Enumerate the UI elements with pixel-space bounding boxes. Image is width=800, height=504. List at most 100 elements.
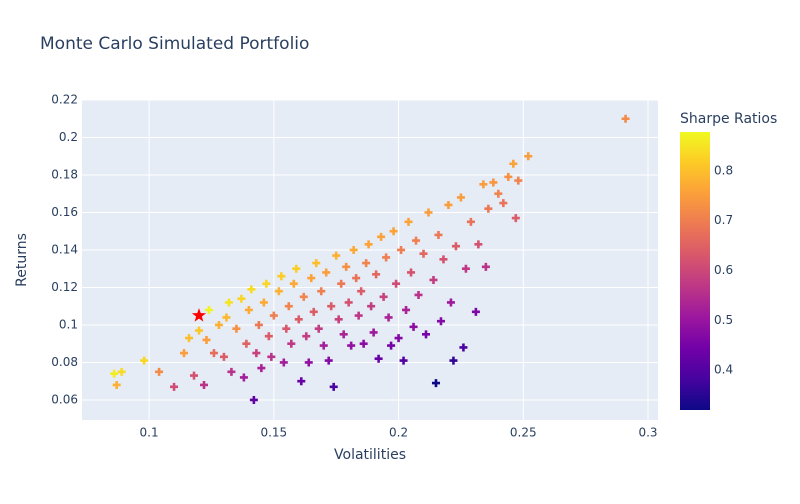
- point: [377, 232, 386, 241]
- point: [511, 214, 520, 223]
- y-tick-label: 0.16: [51, 205, 78, 219]
- point: [232, 324, 241, 333]
- point: [471, 307, 480, 316]
- point: [317, 287, 326, 296]
- x-axis-label: Volatilities: [334, 447, 406, 463]
- point: [352, 274, 361, 283]
- point: [190, 371, 199, 380]
- point: [314, 324, 323, 333]
- point: [289, 279, 298, 288]
- x-tick-label: 0.1: [140, 426, 159, 440]
- point: [397, 245, 406, 254]
- point: [446, 298, 455, 307]
- point: [434, 230, 443, 239]
- point: [451, 242, 460, 251]
- point: [224, 298, 233, 307]
- point: [204, 305, 213, 314]
- point: [431, 379, 440, 388]
- point: [185, 334, 194, 343]
- point: [332, 251, 341, 260]
- point: [402, 305, 411, 314]
- point: [339, 330, 348, 339]
- point: [302, 332, 311, 341]
- point: [379, 292, 388, 301]
- point: [422, 330, 431, 339]
- point: [407, 268, 416, 277]
- point: [484, 204, 493, 213]
- point: [334, 315, 343, 324]
- point: [242, 339, 251, 348]
- point: [297, 377, 306, 386]
- point: [237, 294, 246, 303]
- point: [259, 298, 268, 307]
- point: [219, 352, 228, 361]
- plot-area: [82, 100, 658, 420]
- point: [494, 189, 503, 198]
- point: [414, 290, 423, 299]
- point: [349, 245, 358, 254]
- point: [374, 354, 383, 363]
- point: [466, 217, 475, 226]
- y-tick-label: 0.12: [51, 280, 78, 294]
- point: [404, 217, 413, 226]
- y-tick-label: 0.14: [51, 242, 78, 256]
- point: [284, 302, 293, 311]
- point: [254, 320, 263, 329]
- point: [504, 172, 513, 181]
- point: [319, 341, 328, 350]
- point: [372, 270, 381, 279]
- point: [209, 349, 218, 358]
- point: [344, 298, 353, 307]
- point: [249, 395, 258, 404]
- point: [481, 262, 490, 271]
- point: [499, 199, 508, 208]
- point: [409, 322, 418, 331]
- y-axis-label: Returns: [14, 233, 30, 287]
- point: [489, 178, 498, 187]
- colorbar-tick-label: 0.6: [714, 263, 733, 277]
- point: [459, 343, 468, 352]
- point: [327, 302, 336, 311]
- x-tick-label: 0.3: [638, 426, 657, 440]
- point: [384, 313, 393, 322]
- point: [299, 292, 308, 301]
- x-tick-label: 0.2: [389, 426, 408, 440]
- colorbar: [680, 132, 710, 410]
- point: [461, 264, 470, 273]
- x-tick-label: 0.25: [510, 426, 537, 440]
- x-tick-label: 0.15: [260, 426, 287, 440]
- colorbar-tick-label: 0.4: [714, 363, 733, 377]
- point: [342, 262, 351, 271]
- point: [449, 356, 458, 365]
- point: [227, 367, 236, 376]
- point: [359, 339, 368, 348]
- point: [170, 382, 179, 391]
- point: [117, 367, 126, 376]
- point: [112, 380, 121, 389]
- point: [479, 180, 488, 189]
- point: [394, 334, 403, 343]
- point: [269, 311, 278, 320]
- point: [412, 236, 421, 245]
- point: [337, 279, 346, 288]
- point: [110, 369, 119, 378]
- point: [347, 341, 356, 350]
- point: [382, 253, 391, 262]
- point: [329, 382, 338, 391]
- point: [514, 176, 523, 185]
- point: [429, 275, 438, 284]
- point: [257, 364, 266, 373]
- point: [180, 349, 189, 358]
- point: [357, 287, 366, 296]
- point: [294, 315, 303, 324]
- point: [419, 249, 428, 258]
- point: [456, 193, 465, 202]
- point: [322, 268, 331, 277]
- y-tick-label: 0.2: [59, 130, 78, 144]
- colorbar-tick-label: 0.8: [714, 163, 733, 177]
- point: [247, 285, 256, 294]
- point: [239, 373, 248, 382]
- point: [389, 227, 398, 236]
- colorbar-tick-label: 0.5: [714, 313, 733, 327]
